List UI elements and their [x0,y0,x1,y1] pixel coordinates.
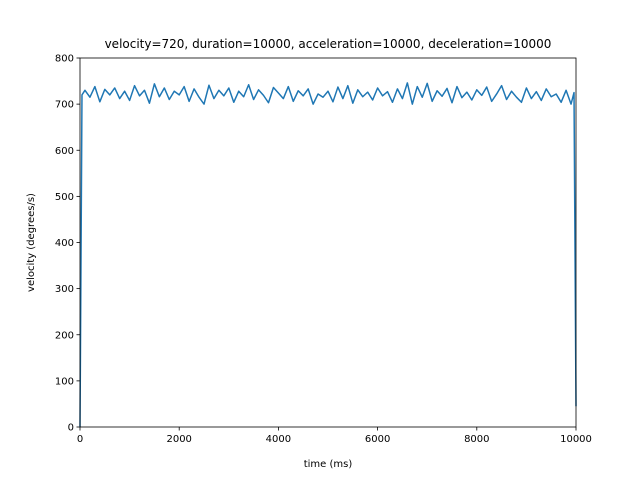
x-tick-label: 2000 [166,434,191,445]
x-tick-label: 0 [77,434,83,445]
y-tick-label: 800 [55,54,74,65]
y-tick-label: 600 [55,146,74,157]
chart-title: velocity=720, duration=10000, accelerati… [105,37,552,51]
plot-frame [79,57,577,428]
y-tick-label: 0 [68,423,74,434]
x-axis-label: time (ms) [304,459,353,470]
y-tick-label: 200 [55,330,74,341]
y-axis-label: velocity (degrees/s) [26,193,37,292]
y-tick-label: 500 [55,192,74,203]
y-tick-label: 300 [55,284,74,295]
y-tick-label: 700 [55,100,74,111]
x-tick-label: 8000 [464,434,489,445]
y-tick-label: 400 [55,238,74,249]
x-tick-label: 4000 [266,434,291,445]
x-tick-label: 10000 [560,434,592,445]
line-series [79,82,577,428]
y-tick-label: 100 [55,376,74,387]
x-tick-label: 6000 [365,434,390,445]
